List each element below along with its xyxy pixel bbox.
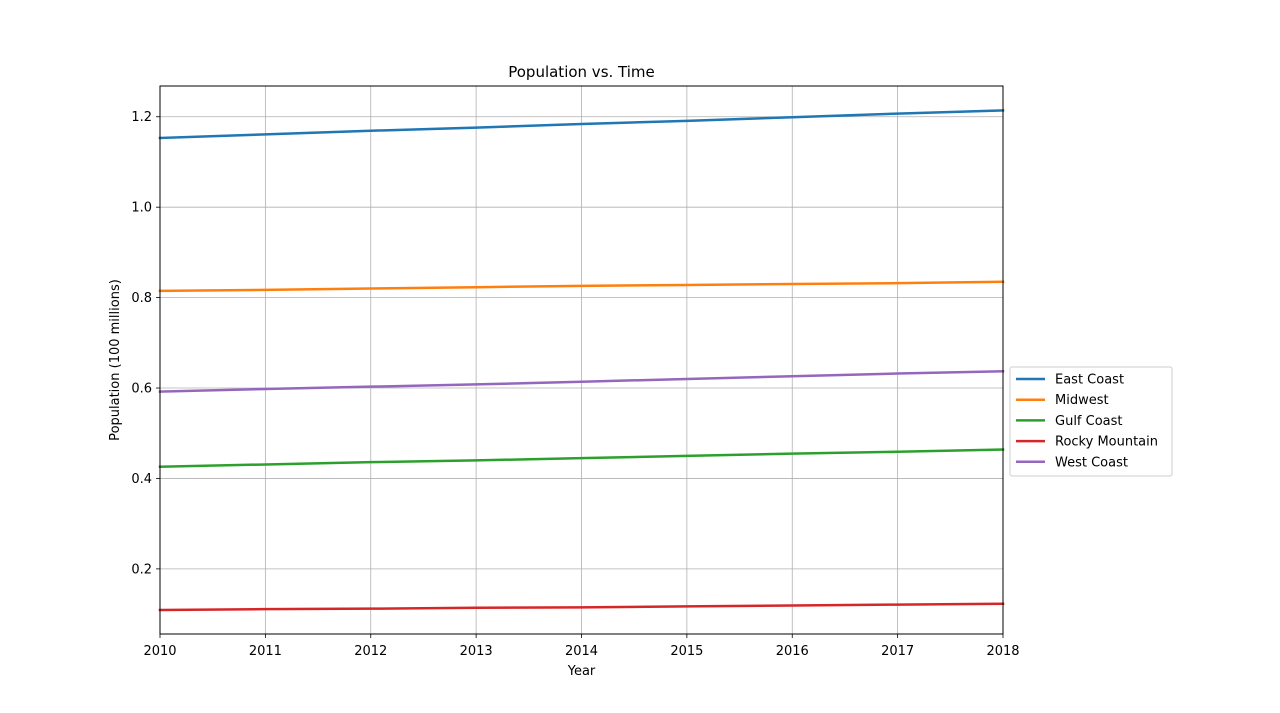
series-line-rocky-mountain [158,602,1005,612]
y-tick-label: 1.2 [131,110,152,125]
y-axis-title: Population (100 millions) [108,279,123,441]
legend-item-rocky-mountain: Rocky Mountain [1016,435,1158,450]
legend-item-midwest: Midwest [1016,393,1109,408]
legend-label: Midwest [1055,393,1109,408]
legend-label: West Coast [1055,455,1128,470]
series-lines [158,109,1005,612]
series-line-midwest [158,280,1005,293]
y-tick-label: 1.0 [131,201,152,216]
series-line-west-coast [158,370,1005,393]
x-axis: 2010 2011 2012 2013 2014 2015 2016 2017 2018 [143,634,1020,659]
legend-label: Rocky Mountain [1055,435,1158,450]
grid [159,86,1004,634]
x-tick-label: 2017 [881,644,914,659]
legend-item-gulf-coast: Gulf Coast [1016,414,1123,429]
legend-label: East Coast [1055,373,1124,388]
y-tick-label: 0.2 [131,562,152,577]
y-tick-label: 0.4 [131,472,152,487]
x-tick-label: 2012 [354,644,387,659]
legend-label: Gulf Coast [1055,414,1123,429]
x-tick-label: 2018 [986,644,1019,659]
y-tick-label: 0.6 [131,382,152,397]
legend-box [1009,366,1173,477]
x-tick-label: 2016 [776,644,809,659]
chart-title: Population vs. Time [508,63,655,81]
series-line-gulf-coast [158,448,1005,468]
legend-item-east-coast: East Coast [1016,373,1124,388]
x-axis-title: Year [567,664,596,679]
x-tick-label: 2014 [565,644,598,659]
x-tick-label: 2010 [143,644,176,659]
series-line-east-coast [158,109,1005,140]
x-tick-label: 2011 [249,644,282,659]
y-tick-label: 0.8 [131,291,152,306]
x-tick-label: 2015 [670,644,703,659]
legend: East Coast Midwest Gulf Coast Rocky Mountai… [1009,366,1173,477]
legend-item-west-coast: West Coast [1016,455,1128,470]
y-axis: 0.2 0.4 0.6 0.8 1.0 1.2 [131,110,160,577]
x-tick-label: 2013 [460,644,493,659]
